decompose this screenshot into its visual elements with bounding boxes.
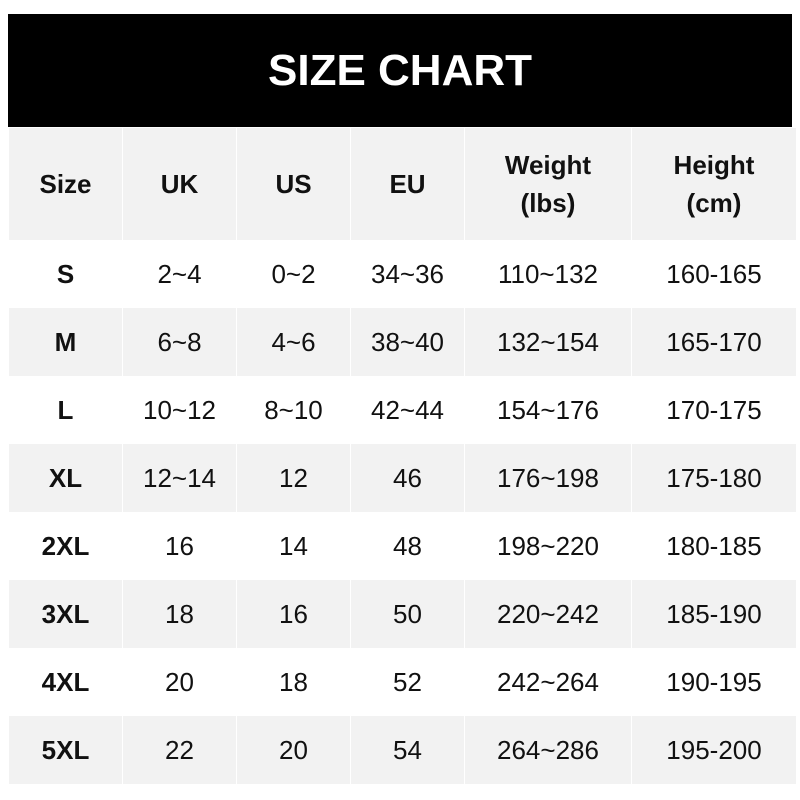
table-cell: 160-165 bbox=[666, 258, 762, 289]
table-row: 4XL 20 18 52 242~264 190-195 bbox=[9, 648, 796, 716]
table-cell: 190-195 bbox=[666, 666, 762, 697]
table-cell: 175-180 bbox=[632, 444, 796, 512]
table-cell: 4~6 bbox=[237, 308, 350, 376]
table-cell: 50 bbox=[351, 580, 464, 648]
size-cell: S bbox=[56, 258, 75, 289]
table-cell: 42~44 bbox=[370, 394, 445, 425]
table-cell: 8~10 bbox=[264, 394, 323, 425]
column-header: Size bbox=[9, 128, 122, 240]
column-header: US bbox=[237, 128, 350, 240]
size-cell: 4XL bbox=[41, 666, 90, 697]
table-cell: 52 bbox=[393, 666, 422, 697]
size-cell: M bbox=[9, 308, 122, 376]
size-chart-table: Size UK US EU Weight (lbs) Height (cm) S 2~4 0~… bbox=[8, 128, 797, 784]
table-cell: 242~264 bbox=[497, 666, 599, 697]
table-cell: 10~12 bbox=[142, 394, 217, 425]
table-cell: 38~40 bbox=[351, 308, 464, 376]
table-cell: 18 bbox=[279, 666, 308, 697]
table-cell: 220~242 bbox=[465, 580, 631, 648]
table-cell: 16 bbox=[165, 530, 194, 561]
table-cell: 54 bbox=[351, 716, 464, 784]
table-cell: 264~286 bbox=[465, 716, 631, 784]
table-row: 2XL 16 14 48 198~220 180-185 bbox=[9, 512, 796, 580]
table-cell: 20 bbox=[165, 666, 194, 697]
table-cell: 16 bbox=[237, 580, 350, 648]
table-cell: 170-175 bbox=[666, 394, 762, 425]
table-cell: 198~220 bbox=[497, 530, 599, 561]
size-cell: L bbox=[57, 394, 74, 425]
table-cell: 2~4 bbox=[157, 258, 202, 289]
size-cell: 2XL bbox=[41, 530, 90, 561]
table-cell: 176~198 bbox=[465, 444, 631, 512]
table-cell: 20 bbox=[237, 716, 350, 784]
table-cell: 48 bbox=[393, 530, 422, 561]
table-cell: 132~154 bbox=[465, 308, 631, 376]
table-cell: 110~132 bbox=[497, 258, 598, 289]
table-cell: 14 bbox=[279, 530, 308, 561]
table-row: 5XL 22 20 54 264~286 195-200 bbox=[9, 716, 796, 784]
table-cell: 180-185 bbox=[666, 530, 762, 561]
table-cell: 6~8 bbox=[123, 308, 236, 376]
table-cell: 0~2 bbox=[271, 258, 316, 289]
size-chart-title: SIZE CHART bbox=[8, 14, 792, 127]
size-cell: 5XL bbox=[9, 716, 122, 784]
table-cell: 195-200 bbox=[632, 716, 796, 784]
table-row: XL 12~14 12 46 176~198 175-180 bbox=[9, 444, 796, 512]
column-header: Height (cm) bbox=[632, 128, 796, 240]
table-cell: 34~36 bbox=[370, 258, 445, 289]
header-row: Size UK US EU Weight (lbs) Height (cm) bbox=[9, 128, 796, 240]
table-cell: 12~14 bbox=[123, 444, 236, 512]
table-cell: 154~176 bbox=[497, 394, 599, 425]
column-header: Weight (lbs) bbox=[465, 128, 631, 240]
table-row: L 10~12 8~10 42~44 154~176 170-175 bbox=[9, 376, 796, 444]
table-row: 3XL 18 16 50 220~242 185-190 bbox=[9, 580, 796, 648]
table-cell: 165-170 bbox=[632, 308, 796, 376]
table-row: S 2~4 0~2 34~36 110~132 160-165 bbox=[9, 240, 796, 308]
table-cell: 185-190 bbox=[632, 580, 796, 648]
size-cell: 3XL bbox=[9, 580, 122, 648]
table-cell: 18 bbox=[123, 580, 236, 648]
column-header: EU bbox=[351, 128, 464, 240]
size-cell: XL bbox=[9, 444, 122, 512]
table-cell: 22 bbox=[123, 716, 236, 784]
table-cell: 12 bbox=[237, 444, 350, 512]
table-row: M 6~8 4~6 38~40 132~154 165-170 bbox=[9, 308, 796, 376]
table-cell: 46 bbox=[351, 444, 464, 512]
column-header: UK bbox=[123, 128, 236, 240]
